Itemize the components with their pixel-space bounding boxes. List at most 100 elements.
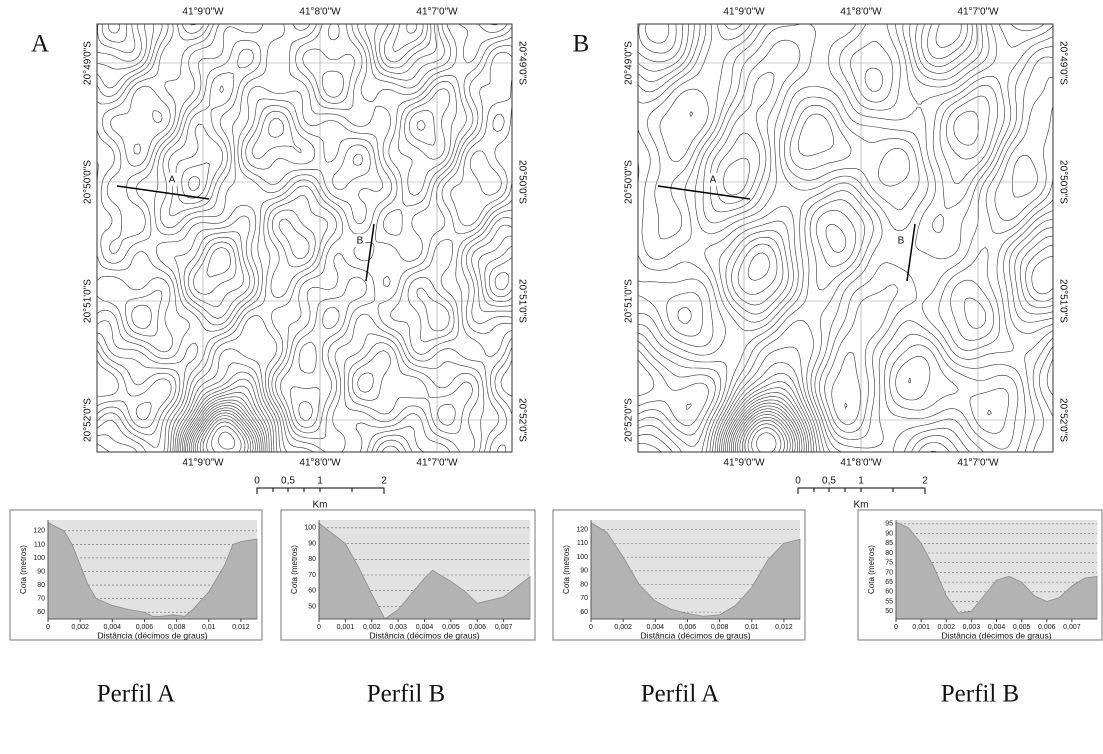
- profile-line: [657, 185, 751, 200]
- y-tick-label: 85: [885, 540, 893, 547]
- x-tick-label: 0,004: [988, 624, 1006, 631]
- profile-label: A: [710, 175, 717, 186]
- scale-label: 0,5: [822, 476, 836, 487]
- x-tick-label: 0,002: [937, 624, 955, 631]
- x-tick-label: 0: [589, 624, 593, 631]
- x-tick-label: 0,005: [1013, 624, 1031, 631]
- lat-label: 20°52'0"S: [516, 398, 527, 442]
- x-axis-title: Distância (décimos de graus): [369, 630, 479, 640]
- lon-label: 41°9'0"W: [723, 7, 765, 18]
- panel-label: A: [31, 31, 49, 58]
- x-tick-label: 0,007: [495, 624, 513, 631]
- x-tick-label: 0,005: [442, 624, 460, 631]
- y-tick-label: 110: [577, 540, 588, 547]
- y-tick-label: 120: [576, 526, 588, 533]
- lon-label: 41°8'0"W: [840, 7, 882, 18]
- x-tick-label: 0: [46, 624, 50, 631]
- y-tick-label: 60: [885, 589, 893, 596]
- y-tick-label: 70: [580, 595, 588, 602]
- scale-unit: Km: [854, 500, 869, 511]
- y-tick-label: 100: [33, 555, 45, 562]
- x-tick-label: 0,006: [679, 624, 697, 631]
- caption: Perfil A: [641, 681, 719, 708]
- lat-label: 20°52'0"S: [624, 398, 635, 442]
- lat-label: 20°50'0"S: [83, 160, 94, 204]
- lat-label: 20°49'0"S: [624, 41, 635, 85]
- y-axis-title: Cota (metros): [562, 545, 571, 594]
- x-tick-label: 0,007: [1063, 624, 1081, 631]
- y-tick-label: 60: [308, 588, 316, 595]
- profile-label: B: [357, 236, 364, 247]
- lon-label: 41°9'0"W: [723, 458, 765, 469]
- profile-line: [906, 223, 916, 282]
- lon-label: 41°8'0"W: [299, 7, 341, 18]
- scale-unit: Km: [313, 500, 328, 511]
- lat-label: 20°51'0"S: [83, 279, 94, 323]
- scale-label: 2: [922, 476, 928, 487]
- caption: Perfil A: [97, 681, 175, 708]
- x-tick-label: 0,01: [745, 624, 759, 631]
- x-tick-label: 0,006: [468, 624, 486, 631]
- y-tick-label: 80: [308, 556, 316, 563]
- y-tick-label: 80: [580, 581, 588, 588]
- y-tick-label: 95: [885, 521, 893, 528]
- lat-label: 20°50'0"S: [1057, 160, 1068, 204]
- profile-label: B: [898, 236, 905, 247]
- lat-label: 20°50'0"S: [624, 160, 635, 204]
- y-tick-label: 80: [37, 582, 45, 589]
- y-tick-label: 120: [33, 528, 45, 535]
- y-tick-label: 75: [885, 560, 893, 567]
- y-tick-label: 90: [37, 568, 45, 575]
- lon-label: 41°8'0"W: [299, 458, 341, 469]
- x-tick-label: 0: [317, 624, 321, 631]
- x-tick-label: 0,006: [1038, 624, 1056, 631]
- x-tick-label: 0,002: [71, 624, 89, 631]
- x-tick-label: 0,003: [963, 624, 981, 631]
- lat-label: 20°51'0"S: [516, 279, 527, 323]
- lat-label: 20°49'0"S: [516, 41, 527, 85]
- x-tick-label: 0,012: [232, 624, 250, 631]
- scale-label: 2: [381, 476, 387, 487]
- lat-label: 20°49'0"S: [83, 41, 94, 85]
- x-tick-label: 0,008: [711, 624, 729, 631]
- x-tick-label: 0,012: [775, 624, 793, 631]
- profile-label: A: [169, 175, 176, 186]
- x-axis-title: Distância (décimos de graus): [941, 630, 1051, 640]
- y-axis-title: Cota (metros): [867, 545, 876, 594]
- profile-area: [895, 521, 1098, 620]
- y-tick-label: 55: [885, 598, 893, 605]
- x-tick-label: 0,01: [202, 624, 216, 631]
- lon-label: 41°7'0"W: [416, 458, 458, 469]
- profile-area: [47, 522, 258, 620]
- x-tick-label: 0,008: [168, 624, 186, 631]
- scale-label: 1: [317, 476, 323, 487]
- x-tick-label: 0,006: [136, 624, 154, 631]
- label-bg: [355, 234, 365, 247]
- y-tick-label: 110: [34, 541, 45, 548]
- lon-label: 41°7'0"W: [957, 7, 999, 18]
- y-tick-label: 65: [885, 579, 893, 586]
- y-tick-label: 70: [885, 569, 893, 576]
- profile-line: [116, 185, 210, 200]
- y-tick-label: 100: [576, 554, 588, 561]
- y-axis-title: Cota (metros): [290, 545, 299, 594]
- scale-label: 0: [254, 476, 260, 487]
- x-tick-label: 0,001: [912, 624, 930, 631]
- x-tick-label: 0,004: [104, 624, 122, 631]
- label-bg: [896, 234, 906, 247]
- lon-label: 41°9'0"W: [182, 458, 224, 469]
- y-tick-label: 70: [37, 596, 45, 603]
- y-axis-title: Cota (metros): [19, 545, 28, 594]
- caption: Perfil B: [941, 681, 1019, 708]
- lon-label: 41°9'0"W: [182, 7, 224, 18]
- x-tick-label: 0: [894, 624, 898, 631]
- y-tick-label: 50: [308, 603, 316, 610]
- x-axis-title: Distância (décimos de graus): [97, 630, 207, 640]
- map-frame: [96, 23, 513, 453]
- y-tick-label: 60: [580, 609, 588, 616]
- scale-label: 0: [795, 476, 801, 487]
- y-tick-label: 90: [308, 540, 316, 547]
- lat-label: 20°50'0"S: [516, 160, 527, 204]
